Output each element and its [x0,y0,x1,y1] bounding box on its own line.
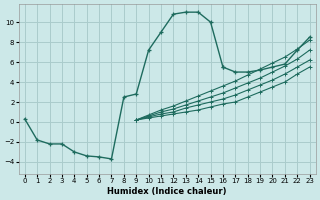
X-axis label: Humidex (Indice chaleur): Humidex (Indice chaleur) [108,187,227,196]
